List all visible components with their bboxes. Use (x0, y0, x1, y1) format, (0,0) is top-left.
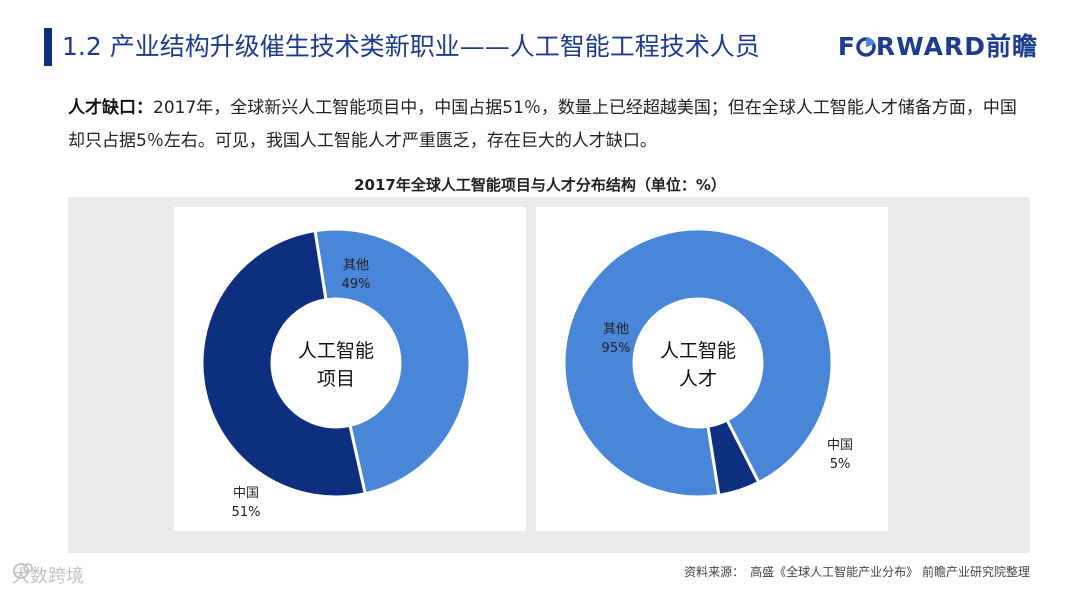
donut-0-center-label-1: 项目 (317, 368, 355, 390)
donut-1-slice-china (706, 418, 761, 498)
intro-label: 人才缺口： (68, 98, 153, 118)
source-note: 资料来源： 高盛《全球人工智能产业分布》 前瞻产业研究院整理 (678, 563, 1030, 580)
source-text: 高盛《全球人工智能产业分布》 前瞻产业研究院整理 (750, 565, 1030, 579)
logo-letters: RWARD (875, 32, 986, 61)
chart-title: 2017年全球人工智能项目与人才分布结构（单位：%） (354, 176, 726, 194)
header: 1.2 产业结构升级催生技术类新职业——人工智能工程技术人员 F RWARD前瞻 (0, 0, 1080, 70)
brand-logo: F RWARD前瞻 (838, 30, 1038, 64)
watermark: 大数跨境 (12, 562, 84, 588)
intro-paragraph: 人才缺口：2017年，全球新兴人工智能项目中，中国占据51％，数量上已经超越美国… (68, 92, 1028, 158)
donut-0-value-label-0: 49% (342, 277, 371, 292)
logo-o-icon (856, 30, 876, 64)
logo-brand-cn: 前瞻 (985, 32, 1038, 61)
donut-0-category-label-1: 中国 (233, 486, 259, 501)
intro-text: 2017年，全球新兴人工智能项目中，中国占据51％，数量上已经超越美国；但在全球… (68, 98, 1017, 151)
donut-charts: 其他 49% 中国 51% 人工智能项目 其他 95% 中国 5% 人工智能人才 (174, 207, 888, 531)
header-accent-bar (44, 28, 52, 66)
page-title: 1.2 产业结构升级催生技术类新职业——人工智能工程技术人员 (62, 32, 760, 61)
donut-0-center-label-0: 人工智能 (298, 340, 374, 362)
donut-1-center-label-0: 人工智能 (660, 340, 736, 362)
donut-0-value-label-1: 51% (232, 505, 261, 520)
watermark-icon (13, 563, 33, 579)
source-label: 资料来源： (684, 565, 745, 579)
donut-0-slice-china (200, 228, 368, 499)
logo-letter-f: F (837, 32, 856, 61)
donut-1-slice-other (562, 227, 834, 499)
chart-area: 其他 49% 中国 51% 人工智能项目 其他 95% 中国 5% 人工智能人才 (68, 197, 1030, 553)
donut-0-category-label-0: 其他 (343, 258, 369, 273)
donut-1-value-label-0: 95% (602, 341, 631, 356)
donut-1-center-label-1: 人才 (679, 368, 717, 390)
donut-1-value-label-1: 5% (830, 457, 851, 472)
donut-1-category-label-1: 中国 (827, 438, 853, 453)
donut-0-slice-other (313, 227, 472, 496)
donut-1-category-label-0: 其他 (603, 322, 629, 337)
